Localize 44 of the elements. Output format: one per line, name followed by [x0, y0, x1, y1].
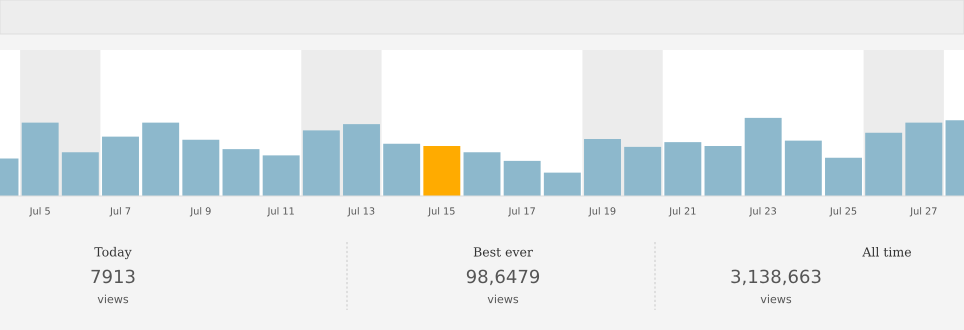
text: 7913 — [92, 270, 135, 284]
text: views — [98, 294, 128, 304]
x-tick-label: Jul 11 — [267, 207, 294, 216]
x-tick-label: Jul 13 — [347, 207, 374, 216]
text: views — [760, 294, 792, 304]
bar — [302, 130, 340, 196]
text: Best ever — [474, 247, 533, 257]
x-tick-label: Jul 5 — [29, 207, 50, 216]
bar — [423, 146, 460, 196]
bar — [744, 118, 782, 196]
bar — [142, 122, 180, 196]
x-tick-label: Jul 25 — [829, 207, 856, 216]
x-tick-label: Jul 27 — [910, 207, 937, 216]
text: All time — [862, 246, 912, 257]
bar — [22, 122, 59, 196]
x-tick-label: Jul 9 — [190, 207, 211, 216]
bar — [102, 136, 139, 196]
bar — [584, 139, 621, 196]
text: 3,138,663 — [731, 270, 820, 286]
x-tick-label: Jul 23 — [749, 207, 776, 216]
bar — [182, 140, 220, 196]
bar — [262, 155, 300, 196]
bar — [905, 122, 942, 196]
text: views — [488, 294, 518, 304]
bar — [825, 158, 862, 196]
bar — [664, 142, 702, 196]
bar — [704, 146, 742, 196]
x-tick-label: Jul 17 — [508, 207, 535, 216]
text: Today — [94, 246, 132, 260]
bar — [504, 160, 541, 196]
bar — [624, 146, 662, 196]
x-tick-label: Jul 7 — [109, 207, 130, 216]
bar — [383, 144, 420, 196]
bar — [544, 172, 581, 196]
bar — [464, 152, 500, 196]
x-tick-label: Jul 19 — [588, 207, 616, 216]
x-tick-label: Jul 15 — [428, 207, 455, 216]
bar — [222, 149, 260, 196]
bar — [343, 124, 380, 196]
x-tick-label: Jul 21 — [668, 207, 696, 216]
bar — [865, 132, 902, 196]
bar — [62, 152, 99, 196]
text: 98,6479 — [466, 270, 540, 286]
bar — [784, 140, 822, 196]
